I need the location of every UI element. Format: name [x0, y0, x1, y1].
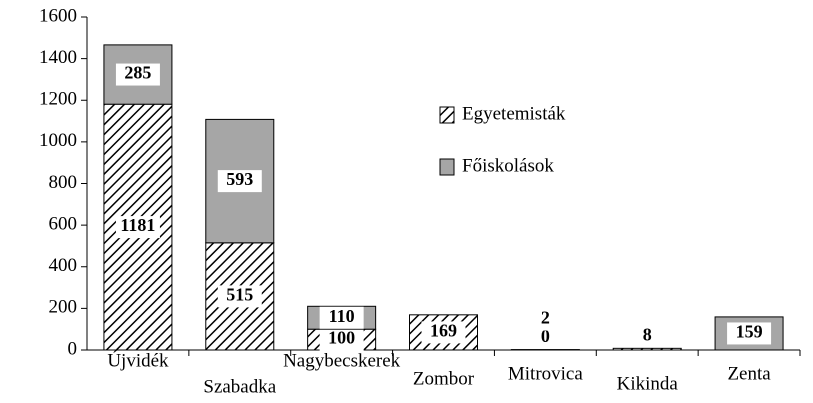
y-tick-label: 200 — [49, 297, 78, 318]
x-tick-label: Szabadka — [203, 376, 276, 397]
y-tick-label: 1200 — [39, 89, 77, 110]
data-label: 100 — [328, 328, 355, 348]
data-label: 515 — [226, 285, 253, 305]
x-tick-label: Újvidék — [107, 349, 169, 371]
label-bg — [727, 322, 772, 345]
label-bg — [115, 216, 160, 239]
x-tick-label: Mitrovica — [508, 363, 583, 384]
data-label: 110 — [329, 306, 355, 326]
label-bg — [523, 327, 568, 349]
x-tick-label: Zombor — [413, 368, 475, 389]
label-bg — [217, 285, 262, 308]
label-bg — [319, 306, 364, 329]
legend-swatch — [439, 158, 455, 176]
y-tick-label: 800 — [49, 172, 78, 193]
y-tick-label: 1400 — [39, 47, 77, 68]
data-label: 593 — [226, 169, 253, 189]
legend-swatch — [439, 106, 455, 124]
legend-label: Egyetemisták — [462, 103, 566, 124]
data-label: 159 — [736, 322, 763, 342]
y-tick-label: 600 — [49, 213, 78, 234]
data-label: 169 — [430, 321, 457, 341]
legend-label: Főiskolások — [462, 155, 554, 176]
data-label: 1181 — [120, 215, 155, 235]
data-label: 0 — [541, 326, 550, 346]
label-bg — [421, 321, 466, 344]
y-tick-label: 0 — [68, 338, 78, 359]
label-bg — [523, 308, 568, 331]
bar-segment — [612, 347, 682, 351]
label-bg — [625, 325, 670, 348]
y-tick-label: 1000 — [39, 130, 77, 151]
label-bg — [115, 63, 160, 86]
data-label: 285 — [124, 63, 151, 83]
x-tick-label: Nagybecskerek — [283, 350, 401, 371]
data-label: 8 — [643, 324, 652, 344]
y-tick-label: 1600 — [39, 5, 77, 26]
x-tick-label: Kikinda — [617, 373, 679, 394]
data-label: 2 — [541, 308, 550, 328]
label-bg — [217, 170, 262, 193]
x-tick-label: Zenta — [727, 363, 771, 384]
label-bg — [319, 328, 364, 351]
y-tick-label: 400 — [49, 255, 78, 276]
